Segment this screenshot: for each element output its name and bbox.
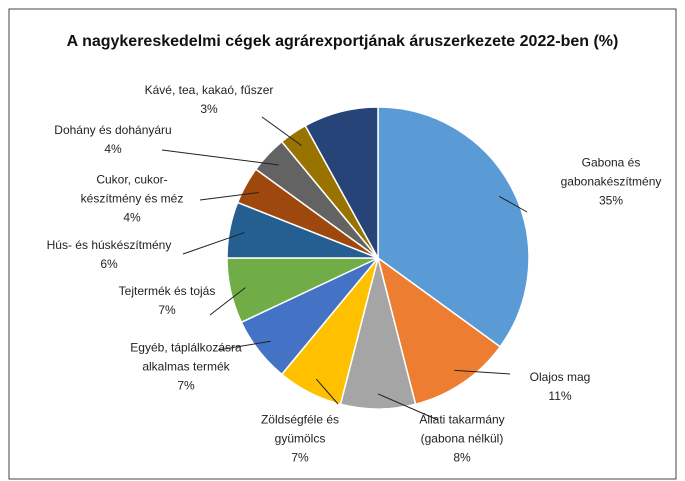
- category-label: Dohány és dohányáru: [54, 123, 172, 137]
- value-label: 7%: [177, 378, 195, 393]
- leader-line: [209, 287, 246, 316]
- category-label: Hús- és húskészítmény: [46, 238, 172, 252]
- category-label: Állati takarmány (gabona nélkül): [419, 412, 505, 446]
- pie-slice: [377, 106, 530, 348]
- category-label: Kávé, tea, kakaó, fűszer: [144, 83, 274, 97]
- slice-label: Állati takarmány (gabona nélkül) 8%: [419, 411, 504, 468]
- value-label: 35%: [598, 193, 624, 208]
- leader-line: [498, 195, 528, 213]
- value-label: 11%: [548, 389, 572, 403]
- slice-label: Dohány és dohányáru 4%: [54, 121, 171, 159]
- value-label: 4%: [104, 142, 122, 156]
- slice-label: Olajos mag 11%: [530, 368, 591, 406]
- slice-label: Cukor, cukor- készítmény és méz 4%: [81, 171, 184, 228]
- category-label: Egyéb, táplálkozásra alkalmas termék: [130, 340, 242, 374]
- slice-label: Tejtermék és tojás 7%: [119, 282, 216, 320]
- category-label: Zöldségféle és gyümölcs: [260, 412, 340, 446]
- value-label: 3%: [200, 102, 218, 116]
- slice-label: Gabona és gabonakészítmény 35%: [561, 154, 662, 211]
- value-label: 7%: [158, 303, 176, 317]
- category-label: Olajos mag: [529, 370, 591, 384]
- category-label: Tejtermék és tojás: [118, 284, 216, 298]
- slice-label: Egyéb, táplálkozásra alkalmas termék 7%: [130, 339, 241, 396]
- category-label: Gabona és gabonakészítmény: [560, 155, 662, 189]
- chart-title: A nagykereskedelmi cégek agrárexportjána…: [66, 33, 619, 50]
- category-label: Cukor, cukor- készítmény és méz: [80, 172, 184, 206]
- leader-line: [182, 232, 245, 255]
- leader-line: [261, 116, 302, 147]
- value-label: 4%: [123, 210, 141, 225]
- leader-line: [199, 192, 259, 201]
- leader-line: [217, 340, 271, 351]
- leader-line: [161, 149, 279, 166]
- slice-label: Hús- és húskészítmény 6%: [47, 236, 172, 274]
- value-label: 6%: [100, 257, 118, 271]
- slice-label: Kávé, tea, kakaó, fűszer 3%: [145, 81, 274, 119]
- leader-line: [315, 378, 339, 405]
- pie-slice: [304, 106, 379, 259]
- value-label: 8%: [453, 450, 471, 465]
- slice-label: Zöldségféle és gyümölcs 7%: [261, 411, 339, 468]
- leader-line: [377, 393, 439, 421]
- pie-slice: [376, 256, 502, 406]
- value-label: 7%: [291, 450, 309, 465]
- leader-line: [454, 369, 511, 375]
- frame: [8, 8, 677, 480]
